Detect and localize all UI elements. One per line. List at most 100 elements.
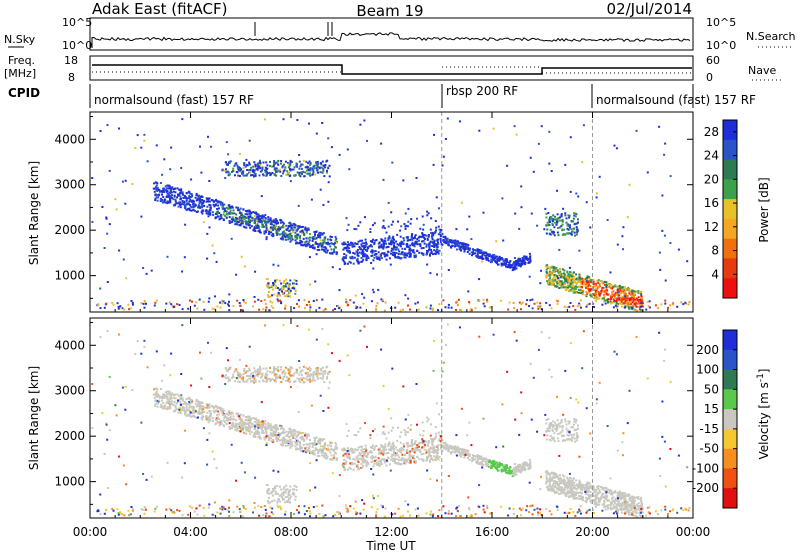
power-point-3007 bbox=[240, 308, 243, 311]
power-point-275 bbox=[315, 237, 318, 240]
velocity-point-1466 bbox=[353, 462, 356, 465]
power-point-228 bbox=[170, 188, 173, 191]
velocity-point-1426 bbox=[390, 455, 393, 458]
velocity-point-1113 bbox=[248, 369, 251, 372]
power-point-2646 bbox=[583, 280, 586, 283]
velocity-point-141 bbox=[267, 422, 270, 425]
power-point-1248 bbox=[272, 288, 274, 291]
velocity-point-264 bbox=[249, 421, 252, 424]
power-point-1667 bbox=[403, 254, 406, 257]
power-point-2655 bbox=[550, 279, 553, 282]
velocity-point-704 bbox=[173, 394, 176, 396]
power-point-573 bbox=[221, 207, 224, 210]
power-point-3313 bbox=[664, 279, 667, 282]
velocity-point-1118 bbox=[302, 365, 305, 368]
power-point-1472 bbox=[418, 251, 421, 254]
velocity-point-942 bbox=[243, 380, 246, 383]
power-point-3263 bbox=[528, 275, 531, 278]
power-point-1586 bbox=[388, 235, 391, 238]
velocity-point-1120 bbox=[241, 378, 244, 381]
power-point-2928 bbox=[228, 309, 231, 312]
velocity-point-854 bbox=[299, 446, 302, 449]
power-point-1242 bbox=[282, 291, 285, 294]
power-point-3329 bbox=[585, 279, 588, 282]
power-point-3340 bbox=[282, 118, 285, 121]
power-point-3214 bbox=[145, 272, 148, 275]
power-point-737 bbox=[254, 227, 257, 230]
power-point-2331 bbox=[557, 272, 560, 274]
power-point-3191 bbox=[103, 247, 106, 249]
power-point-1909 bbox=[447, 243, 450, 246]
power-point-3156 bbox=[537, 305, 539, 308]
power-point-838 bbox=[155, 187, 158, 190]
velocity-point-573 bbox=[221, 413, 224, 416]
velocity-point-990 bbox=[300, 377, 303, 380]
power-point-3301 bbox=[181, 118, 184, 121]
power-point-1227 bbox=[288, 283, 291, 286]
power-point-3368 bbox=[206, 257, 209, 260]
velocity-point-996 bbox=[248, 377, 251, 380]
power-point-1574 bbox=[415, 241, 418, 244]
power-point-1041 bbox=[277, 163, 280, 166]
velocity-point-184 bbox=[334, 452, 337, 455]
power-point-2686 bbox=[569, 289, 572, 292]
velocity-point-1265 bbox=[280, 488, 283, 491]
power-point-1092 bbox=[324, 166, 327, 169]
power-point-1456 bbox=[396, 233, 399, 236]
power-point-2700 bbox=[616, 297, 619, 300]
power-point-878 bbox=[315, 230, 318, 233]
power-point-2556 bbox=[571, 287, 574, 290]
velocity-point-373 bbox=[231, 422, 234, 425]
power-point-2973 bbox=[252, 305, 254, 308]
power-point-3149 bbox=[305, 304, 308, 306]
power-point-1563 bbox=[391, 236, 394, 239]
velocity-point-1309 bbox=[438, 434, 441, 437]
power-point-729 bbox=[245, 216, 248, 219]
power-point-426 bbox=[293, 226, 296, 229]
velocity-point-529 bbox=[178, 407, 180, 410]
velocity-point-658 bbox=[255, 425, 258, 428]
power-point-634 bbox=[208, 212, 211, 215]
power-point-2971 bbox=[538, 306, 541, 309]
power-point-1576 bbox=[427, 235, 430, 238]
velocity-point-1103 bbox=[275, 380, 278, 383]
power-point-1502 bbox=[413, 235, 416, 238]
power-point-1070 bbox=[277, 159, 280, 162]
power-point-2603 bbox=[605, 291, 607, 294]
power-point-2521 bbox=[602, 289, 605, 292]
power-point-2776 bbox=[571, 273, 574, 276]
power-point-1742 bbox=[358, 246, 361, 248]
power-point-821 bbox=[215, 216, 217, 219]
power-point-1211 bbox=[285, 282, 287, 285]
power-point-2633 bbox=[615, 301, 618, 304]
power-point-1752 bbox=[367, 247, 370, 250]
velocity-point-790 bbox=[281, 437, 284, 440]
power-point-2247 bbox=[579, 288, 582, 291]
velocity-point-1006 bbox=[236, 372, 239, 375]
power-point-827 bbox=[274, 221, 277, 224]
power-point-3186 bbox=[582, 124, 585, 127]
power-point-1344 bbox=[380, 246, 383, 249]
power-point-1027 bbox=[316, 168, 319, 171]
velocity-point-880 bbox=[291, 430, 294, 433]
power-point-2932 bbox=[143, 306, 146, 309]
velocity-point-40 bbox=[234, 429, 237, 432]
power-point-80 bbox=[244, 213, 247, 215]
power-point-1749 bbox=[361, 251, 364, 254]
velocity-point-1111 bbox=[262, 380, 265, 383]
power-point-3098 bbox=[284, 307, 287, 310]
velocity-point-766 bbox=[288, 435, 291, 438]
power-point-3020 bbox=[531, 298, 534, 301]
power-point-14 bbox=[294, 239, 297, 242]
power-point-526 bbox=[324, 246, 327, 249]
velocity-point-807 bbox=[318, 450, 321, 453]
velocity-point-1219 bbox=[268, 492, 271, 495]
power-point-2760 bbox=[624, 288, 627, 291]
power-point-2438 bbox=[563, 273, 566, 276]
power-point-442 bbox=[188, 208, 191, 211]
power-point-2621 bbox=[633, 299, 635, 302]
velocity-point-1302 bbox=[380, 463, 383, 466]
velocity-point-660 bbox=[216, 406, 219, 409]
power-point-1858 bbox=[454, 239, 457, 242]
power-point-548 bbox=[245, 221, 248, 224]
